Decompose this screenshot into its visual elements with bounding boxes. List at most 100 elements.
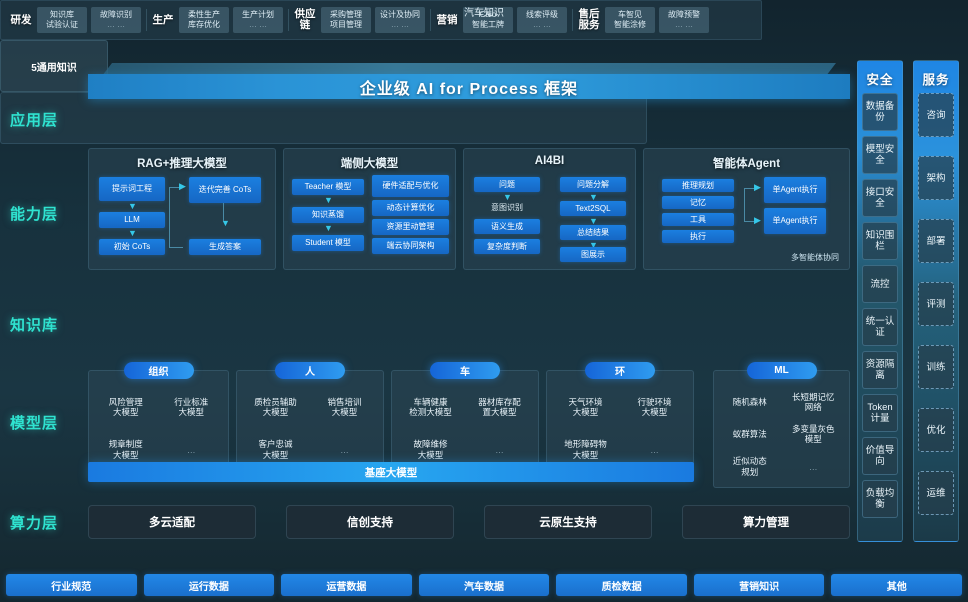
app-cell[interactable]: 故障识别 … …: [91, 7, 141, 33]
capability-card-agent[interactable]: 智能体Agent 推理规划 记忆 工具 执行 单Agent执行 单Agent执行…: [643, 148, 850, 270]
model-cell[interactable]: 天气环境 大模型: [568, 396, 603, 418]
node-resource-management[interactable]: 资源里动管理: [372, 219, 449, 235]
capability-card-title: 智能体Agent: [712, 158, 781, 170]
knowledge-pill-other[interactable]: 其他: [831, 574, 963, 596]
arrow-down-icon: ▼: [589, 240, 598, 250]
node-intent-recognition[interactable]: 意图识别: [491, 203, 523, 213]
knowledge-pill-marketing-knowledge[interactable]: 营销知识: [693, 574, 825, 596]
node-llm[interactable]: LLM: [99, 212, 165, 228]
base-model-bar[interactable]: 基座大模型: [88, 462, 694, 482]
model-cell[interactable]: 长短期记忆 网络: [791, 391, 835, 413]
node-chart-display[interactable]: 图展示: [560, 247, 626, 262]
model-cell[interactable]: 多变量灰色 模型: [791, 423, 835, 445]
side-column-service-list: 咨询 架构 部署 评测 训练 优化 运维: [918, 93, 954, 515]
node-generate-answer[interactable]: 生成答案: [189, 239, 261, 255]
model-cell[interactable]: 质检员辅助 大模型: [254, 396, 297, 418]
node-single-agent-exec-1[interactable]: 单Agent执行: [764, 177, 826, 203]
model-column-organization: 组织 风险管理 大模型 行业标准 大模型 规章制度 大模型 …: [88, 362, 229, 476]
model-cell[interactable]: 风险管理 大模型: [108, 396, 143, 418]
side-item-value-orientation[interactable]: 价值导向: [862, 437, 898, 475]
app-cell[interactable]: 柔性生产 库存优化: [179, 7, 229, 33]
node-tools[interactable]: 工具: [662, 213, 734, 226]
model-column-tag: 组织: [123, 362, 194, 379]
node-complexity-judgement[interactable]: 复杂度判断: [474, 239, 540, 254]
connector-line: [169, 187, 170, 248]
node-single-agent-exec-2[interactable]: 单Agent执行: [764, 208, 826, 234]
node-teacher-model[interactable]: Teacher 模型: [292, 179, 364, 195]
node-student-model[interactable]: Student 模型: [292, 235, 364, 251]
capability-card-rag[interactable]: RAG+推理大模型 提示词工程 ▼ LLM ▼ 初始 CoTs 迭代完善 CoT…: [88, 148, 276, 270]
compute-item-xinchuang[interactable]: 信创支持: [286, 505, 454, 539]
model-cell[interactable]: 故障维修 大模型: [413, 439, 448, 460]
model-cell[interactable]: 随机森林: [732, 396, 767, 407]
capability-card-edge-model[interactable]: 端侧大模型 Teacher 模型 ▼ 知识蒸馏 ▼ Student 模型 硬件适…: [283, 148, 456, 270]
compute-item-cloudnative[interactable]: 云原生支持: [484, 505, 652, 539]
node-initial-cots[interactable]: 初始 CoTs: [99, 239, 165, 255]
knowledge-pill-operation-data[interactable]: 运行数据: [143, 574, 275, 596]
knowledge-pill-quality-data[interactable]: 质检数据: [556, 574, 687, 596]
app-cell[interactable]: 线索评级 … …: [517, 7, 567, 33]
app-cell[interactable]: 采购管理 项目管理: [321, 7, 371, 33]
node-question-decomposition[interactable]: 问题分解: [560, 177, 626, 192]
side-item-training[interactable]: 训练: [918, 345, 954, 389]
model-cell[interactable]: 行驶环境 大模型: [637, 396, 672, 418]
side-item-consulting[interactable]: 咨询: [918, 93, 954, 137]
side-item-token-metering[interactable]: Token计量: [862, 394, 898, 432]
arrow-down-icon: ▼: [324, 195, 333, 205]
side-item-load-balancing[interactable]: 负载均衡: [862, 480, 898, 518]
side-item-operations[interactable]: 运维: [918, 471, 954, 515]
model-cell[interactable]: 地形障碍物 大模型: [564, 439, 607, 460]
model-column-tag: 环: [585, 362, 655, 379]
knowledge-pill-industry-standards[interactable]: 行业规范: [6, 574, 137, 596]
side-item-knowledge-fence[interactable]: 知识围栏: [862, 222, 898, 260]
side-item-deployment[interactable]: 部署: [918, 219, 954, 263]
app-cell-line2: 试验认证: [46, 20, 78, 29]
capability-card-ai4bi[interactable]: AI4BI 问题 ▼ 意图识别 语义生成 复杂度判断 问题分解 ▼ Text2S…: [463, 148, 636, 270]
side-column-service: 服务 咨询 架构 部署 评测 训练 优化 运维: [913, 60, 959, 542]
model-cell[interactable]: 销售培训 大模型: [327, 396, 362, 418]
app-cell[interactable]: Caio 智能工牌: [463, 7, 513, 33]
side-item-resource-isolation[interactable]: 资源隔离: [862, 351, 898, 389]
model-cell[interactable]: 客户忠诚 大模型: [258, 439, 293, 460]
node-prompt-engineering[interactable]: 提示词工程: [99, 177, 165, 201]
node-knowledge-distillation[interactable]: 知识蒸馏: [292, 207, 364, 223]
model-cell[interactable]: 蚁群算法: [732, 429, 767, 440]
side-item-model-security[interactable]: 模型安全: [862, 136, 898, 174]
knowledge-pill-business-data[interactable]: 运营数据: [281, 574, 412, 596]
app-cell[interactable]: 生产计划 … …: [233, 7, 283, 33]
side-item-flow-control[interactable]: 流控: [862, 265, 898, 303]
model-cell[interactable]: 近似动态 规划: [732, 456, 767, 477]
side-item-data-backup[interactable]: 数据备份: [862, 93, 898, 131]
node-text2sql[interactable]: Text2SQL: [560, 201, 626, 216]
app-group-label: 供应链: [294, 8, 316, 31]
model-cell[interactable]: 车辆健康 检测大模型: [409, 396, 452, 418]
compute-layer: 多云适配 信创支持 云原生支持 算力管理: [88, 505, 850, 539]
node-question[interactable]: 问题: [474, 177, 540, 192]
model-cell[interactable]: 器材库存配 置大模型: [478, 396, 521, 418]
model-cell[interactable]: 行业标准 大模型: [174, 396, 209, 418]
node-hardware-adaptation[interactable]: 硬件适配与优化: [372, 175, 449, 197]
node-semantic-generation[interactable]: 语义生成: [474, 219, 540, 234]
side-item-optimization[interactable]: 优化: [918, 408, 954, 452]
app-cell[interactable]: 知识库 试验认证: [37, 7, 87, 33]
side-item-unified-auth[interactable]: 统一认证: [862, 308, 898, 346]
node-summary-result[interactable]: 总结结果: [560, 225, 626, 240]
node-execution[interactable]: 执行: [662, 230, 734, 243]
app-cell[interactable]: 车智见 智能涂修: [605, 7, 655, 33]
knowledge-pill-vehicle-data[interactable]: 汽车数据: [418, 574, 550, 596]
side-item-architecture[interactable]: 架构: [918, 156, 954, 200]
compute-item-multicloud[interactable]: 多云适配: [88, 505, 256, 539]
side-item-evaluation[interactable]: 评测: [918, 282, 954, 326]
model-cell[interactable]: 规章制度 大模型: [108, 439, 143, 460]
node-edge-cloud-architecture[interactable]: 端云协同架构: [372, 238, 449, 254]
node-reasoning-planning[interactable]: 推理规划: [662, 179, 734, 192]
app-cell[interactable]: 设计及协同 … …: [375, 7, 425, 33]
node-memory[interactable]: 记忆: [662, 196, 734, 209]
model-cell-grid: 天气环境 大模型 行驶环境 大模型 地形障碍物 大模型 …: [553, 387, 687, 470]
node-iterative-cots[interactable]: 迭代完善 CoTs: [189, 177, 261, 203]
app-cell-line2: … …: [248, 20, 268, 29]
compute-item-compute-management[interactable]: 算力管理: [682, 505, 850, 539]
app-cell[interactable]: 故障预警 … …: [659, 7, 709, 33]
side-item-api-security[interactable]: 接口安全: [862, 179, 898, 217]
node-dynamic-compute-optimization[interactable]: 动态计算优化: [372, 200, 449, 216]
